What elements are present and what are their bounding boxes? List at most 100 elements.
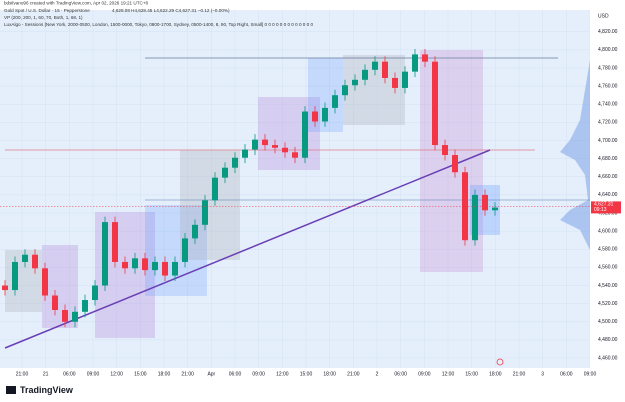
x-tick-label: 06:00 — [560, 371, 573, 377]
last-price-tag — [591, 201, 621, 214]
y-tick-label: 4,480.00 — [598, 337, 618, 343]
y-tick-label: 4,640.00 — [598, 192, 618, 198]
countdown: 09:13 — [594, 207, 607, 213]
candle-body — [42, 268, 48, 296]
x-tick-label: 06:00 — [229, 371, 242, 377]
x-tick-label: 09:00 — [252, 371, 265, 377]
candle-body — [422, 54, 428, 62]
logo-icon — [6, 386, 16, 394]
y-tick-label: 4,820.00 — [598, 29, 618, 35]
candle-body — [182, 238, 188, 262]
y-tick-label: 4,720.00 — [598, 120, 618, 126]
alert-icon[interactable] — [496, 358, 504, 366]
y-tick-label: 4,500.00 — [598, 319, 618, 325]
y-tick-label: 4,680.00 — [598, 156, 618, 162]
candle-body — [172, 261, 178, 276]
candle-body — [2, 285, 8, 291]
x-tick-label: 21:00 — [181, 371, 194, 377]
x-tick-label: 09:00 — [584, 371, 597, 377]
candle-body — [202, 200, 208, 225]
candle-body — [342, 85, 348, 96]
session-box — [180, 150, 240, 260]
candle-body — [162, 261, 168, 276]
chart-title: Gold Spot / U.S. Dollar · 15 · Peppersto… — [4, 8, 90, 13]
candle-body — [262, 139, 268, 146]
candle-body — [122, 261, 128, 269]
currency: USD — [598, 13, 609, 19]
candle-body — [12, 261, 18, 291]
candle-body — [252, 139, 258, 150]
x-tick-label: 3 — [541, 371, 544, 377]
candle-body — [232, 157, 238, 168]
candle-body — [112, 222, 118, 262]
candle-body — [72, 311, 78, 322]
candle-body — [152, 261, 158, 271]
y-tick-label: 4,540.00 — [598, 283, 618, 289]
ohlc-summary: 4,628.08 H4,628.45 L4,622.29 C4,627.31 −… — [112, 8, 230, 13]
x-tick-label: 12:00 — [442, 371, 455, 377]
trend-line — [4, 149, 491, 349]
candle-body — [452, 155, 458, 173]
last-price-label: 4,627.31 — [594, 202, 614, 208]
x-tick-label: 21:00 — [16, 371, 29, 377]
x-tick-label: 09:00 — [87, 371, 100, 377]
y-tick-label: 4,760.00 — [598, 83, 618, 89]
candle-body — [392, 77, 398, 88]
x-tick-label: 09:00 — [418, 371, 431, 377]
candle-body — [22, 254, 28, 262]
candle-body — [322, 107, 328, 122]
candle-body — [312, 111, 318, 122]
indicator: LuxAlgo - Sessions [New York, 2000-0500,… — [4, 22, 313, 27]
candle-body — [52, 295, 58, 310]
session-box — [145, 205, 207, 296]
indicator: VP (200, 200, 1, 60, 70, Both, 1, 68, 1) — [4, 15, 83, 20]
candle-body — [432, 61, 438, 146]
x-tick-label: 21:00 — [513, 371, 526, 377]
x-tick-label: 21:00 — [347, 371, 360, 377]
time-axis — [0, 368, 625, 382]
candle-body — [222, 167, 228, 178]
candle-body — [362, 69, 368, 80]
candle-body — [32, 254, 38, 269]
plot-area — [0, 10, 590, 368]
x-tick-label: 18:00 — [323, 371, 336, 377]
y-tick-label: 4,780.00 — [598, 65, 618, 71]
x-tick-label: 12:00 — [276, 371, 289, 377]
candle-body — [402, 71, 408, 88]
candle-body — [352, 79, 358, 86]
candle-body — [132, 258, 138, 269]
candle-body — [492, 207, 498, 211]
candle-body — [472, 194, 478, 241]
candle-body — [272, 145, 278, 148]
x-tick-label: 21 — [43, 371, 49, 377]
session-box — [258, 97, 320, 170]
x-tick-label: 18:00 — [158, 371, 171, 377]
candle-body — [102, 222, 108, 286]
x-tick-label: 15:00 — [300, 371, 313, 377]
x-tick-label: Apr — [207, 371, 215, 377]
candle-body — [62, 309, 68, 322]
candle-body — [142, 258, 148, 271]
x-tick-label: 15:00 — [134, 371, 147, 377]
candle-body — [292, 152, 298, 158]
y-tick-label: 4,560.00 — [598, 265, 618, 271]
y-tick-label: 4,520.00 — [598, 301, 618, 307]
attribution: bdsilvano96 created with TradingView.com… — [4, 1, 149, 6]
candle-body — [482, 194, 488, 211]
candle-body — [282, 147, 288, 153]
y-tick-label: 4,740.00 — [598, 102, 618, 108]
price-axis — [590, 0, 625, 380]
candle-body — [442, 145, 448, 156]
candle-body — [372, 61, 378, 70]
y-tick-label: 4,460.00 — [598, 355, 618, 361]
y-tick-label: 4,660.00 — [598, 174, 618, 180]
candle-body — [412, 54, 418, 72]
candle-body — [382, 61, 388, 78]
brand: TradingView — [20, 385, 74, 395]
y-tick-label: 4,700.00 — [598, 138, 618, 144]
candle-body — [82, 300, 88, 312]
candle-body — [192, 224, 198, 239]
y-tick-label: 4,580.00 — [598, 247, 618, 253]
y-tick-label: 4,600.00 — [598, 228, 618, 234]
